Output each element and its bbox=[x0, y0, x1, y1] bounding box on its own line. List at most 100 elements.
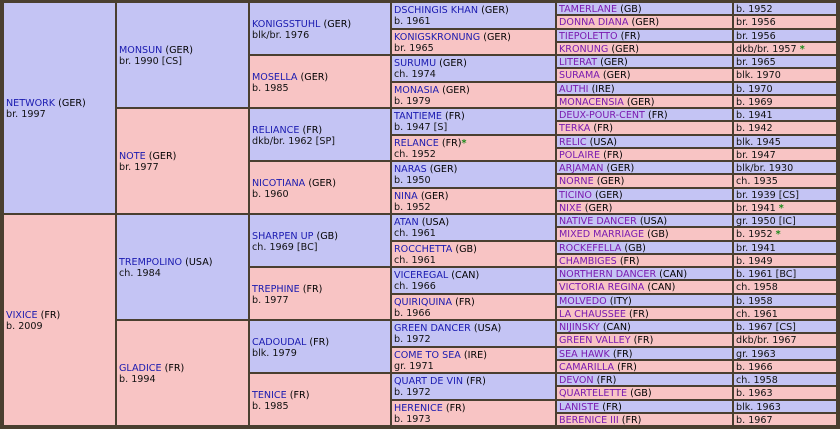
info-text: blk. 1963 bbox=[736, 402, 781, 412]
horse-link[interactable]: MOLVEDO bbox=[559, 296, 607, 306]
horse-link[interactable]: CAMARILLA bbox=[559, 362, 615, 372]
country-code: (IRE) bbox=[463, 350, 487, 361]
foaling-info: b. 1967 bbox=[736, 415, 833, 425]
horse-cell-authi: AUTHI (IRE) bbox=[557, 83, 732, 94]
horse-link[interactable]: RELIANCE bbox=[252, 124, 300, 136]
horse-link[interactable]: QUART DE VIN bbox=[394, 376, 464, 387]
horse-info-cell: br. 1956 bbox=[734, 16, 836, 28]
horse-link[interactable]: AUTHI bbox=[559, 84, 589, 94]
horse-name: TREPHINE (FR) bbox=[252, 284, 387, 295]
horse-link[interactable]: VIXICE bbox=[6, 310, 38, 321]
horse-cell-tamerlane: TAMERLANE (GB) bbox=[557, 3, 732, 14]
horse-link[interactable]: TERKA bbox=[559, 123, 591, 134]
horse-link[interactable]: MIXED MARRIAGE bbox=[559, 229, 645, 240]
foaling-info: b. 1967 [CS] bbox=[736, 322, 833, 332]
horse-link[interactable]: NICOTIANA bbox=[252, 177, 306, 189]
info-text: dkb/br. 1957 bbox=[736, 44, 797, 54]
horse-link[interactable]: HERENICE bbox=[394, 403, 443, 414]
horse-link[interactable]: SHARPEN UP bbox=[252, 230, 314, 242]
country-code: (CAN) bbox=[647, 282, 676, 293]
horse-link[interactable]: GLADICE bbox=[119, 363, 162, 374]
horse-link[interactable]: NORNE bbox=[559, 176, 594, 187]
horse-link[interactable]: NINA bbox=[394, 191, 418, 202]
horse-cell-cadoudal: CADOUDAL (FR) blk. 1979 bbox=[250, 321, 390, 372]
horse-link[interactable]: KONIGSKRONUNG bbox=[394, 32, 481, 43]
horse-link[interactable]: NETWORK bbox=[6, 98, 56, 109]
horse-link[interactable]: NATIVE DANCER bbox=[559, 216, 637, 226]
country-code: (GER) bbox=[148, 151, 177, 162]
horse-link[interactable]: TICINO bbox=[559, 190, 592, 200]
horse-link[interactable]: DEVON bbox=[559, 375, 594, 385]
horse-link[interactable]: DSCHINGIS KHAN bbox=[394, 5, 479, 16]
horse-name: POLAIRE (FR) bbox=[559, 150, 729, 160]
country-code: (FR) bbox=[445, 403, 466, 414]
horse-name: QUIRIQUINA (FR) bbox=[394, 297, 552, 308]
horse-link[interactable]: SEA HAWK bbox=[559, 349, 610, 359]
horse-link[interactable]: TANTIEME bbox=[394, 111, 442, 122]
horse-link[interactable]: ARJAMAN bbox=[559, 163, 604, 173]
horse-link[interactable]: GREEN DANCER bbox=[394, 323, 471, 334]
foaling-info: ch. 1952 bbox=[394, 149, 436, 160]
horse-name: TIEPOLETTO (FR) bbox=[559, 31, 729, 41]
country-code: (GER) bbox=[584, 203, 613, 213]
horse-link[interactable]: RELANCE bbox=[394, 138, 439, 149]
horse-link[interactable]: TREMPOLINO bbox=[119, 257, 183, 268]
horse-link[interactable]: MOSELLA bbox=[252, 71, 298, 83]
horse-link[interactable]: CHAMBIGES bbox=[559, 256, 617, 266]
horse-link[interactable]: KRONUNG bbox=[559, 44, 609, 54]
info-text: b. 1967 [CS] bbox=[736, 322, 796, 332]
horse-link[interactable]: NARAS bbox=[394, 164, 427, 175]
horse-link[interactable]: TENICE bbox=[252, 389, 287, 401]
horse-link[interactable]: NIJINSKY bbox=[559, 322, 600, 332]
horse-link[interactable]: MONASIA bbox=[394, 85, 440, 96]
info-text: b. 1952 bbox=[736, 229, 773, 240]
country-code: (FR) bbox=[647, 110, 668, 120]
horse-link[interactable]: QUARTELETTE bbox=[559, 388, 628, 399]
horse-link[interactable]: SURAMA bbox=[559, 70, 600, 81]
country-code: (USA) bbox=[473, 323, 502, 334]
country-code: (USA) bbox=[589, 137, 618, 147]
horse-link[interactable]: CADOUDAL bbox=[252, 336, 307, 348]
horse-name: HERENICE (FR) bbox=[394, 403, 552, 414]
horse-link[interactable]: MONACENSIA bbox=[559, 97, 624, 107]
horse-name: QUART DE VIN (FR) bbox=[394, 376, 552, 387]
horse-link[interactable]: GREEN VALLEY bbox=[559, 335, 631, 346]
country-code: (GB) bbox=[624, 243, 646, 253]
horse-info-cell: br. 1965 bbox=[734, 56, 836, 67]
horse-link[interactable]: ATAN bbox=[394, 217, 419, 228]
horse-link[interactable]: NOTE bbox=[119, 151, 146, 162]
foaling-info: ch. 1958 bbox=[736, 375, 833, 385]
foaling-info: ch. 1935 bbox=[736, 176, 833, 187]
horse-link[interactable]: LANISTE bbox=[559, 402, 600, 412]
horse-link[interactable]: SURUMU bbox=[394, 58, 437, 69]
horse-link[interactable]: POLAIRE bbox=[559, 150, 601, 160]
horse-link[interactable]: BERENICE III bbox=[559, 415, 619, 425]
horse-link[interactable]: VICTORIA REGINA bbox=[559, 282, 645, 293]
horse-link[interactable]: LA CHAUSSEE bbox=[559, 309, 626, 319]
horse-link[interactable]: RELIC bbox=[559, 137, 587, 147]
horse-link[interactable]: TAMERLANE bbox=[559, 4, 618, 14]
horse-link[interactable]: ROCCHETTA bbox=[394, 244, 453, 255]
horse-name: ROCKEFELLA (GB) bbox=[559, 243, 729, 253]
horse-link[interactable]: TREPHINE bbox=[252, 283, 300, 295]
info-text: b. 1969 bbox=[736, 97, 773, 107]
horse-link[interactable]: DONNA DIANA bbox=[559, 17, 629, 28]
info-text: dkb/br. 1967 bbox=[736, 335, 797, 346]
horse-name: SURUMU (GER) bbox=[394, 58, 552, 69]
horse-link[interactable]: COME TO SEA bbox=[394, 350, 461, 361]
horse-link[interactable]: QUIRIQUINA bbox=[394, 297, 453, 308]
horse-name: NORTHERN DANCER (CAN) bbox=[559, 269, 729, 279]
horse-link[interactable]: NORTHERN DANCER bbox=[559, 269, 657, 279]
horse-link[interactable]: MONSUN bbox=[119, 45, 163, 56]
horse-link[interactable]: DEUX-POUR-CENT bbox=[559, 110, 645, 120]
horse-link[interactable]: NIXE bbox=[559, 203, 582, 213]
horse-link[interactable]: ROCKEFELLA bbox=[559, 243, 622, 253]
info-text: ch. 1935 bbox=[736, 176, 778, 187]
horse-link[interactable]: LITERAT bbox=[559, 57, 598, 67]
horse-link[interactable]: KONIGSSTUHL bbox=[252, 18, 321, 30]
country-code: (FR) bbox=[164, 363, 185, 374]
horse-link[interactable]: VICEREGAL bbox=[394, 270, 449, 281]
horse-link[interactable]: TIEPOLETTO bbox=[559, 31, 618, 41]
country-code: (FR) bbox=[617, 362, 637, 372]
star-icon: * bbox=[775, 229, 781, 240]
